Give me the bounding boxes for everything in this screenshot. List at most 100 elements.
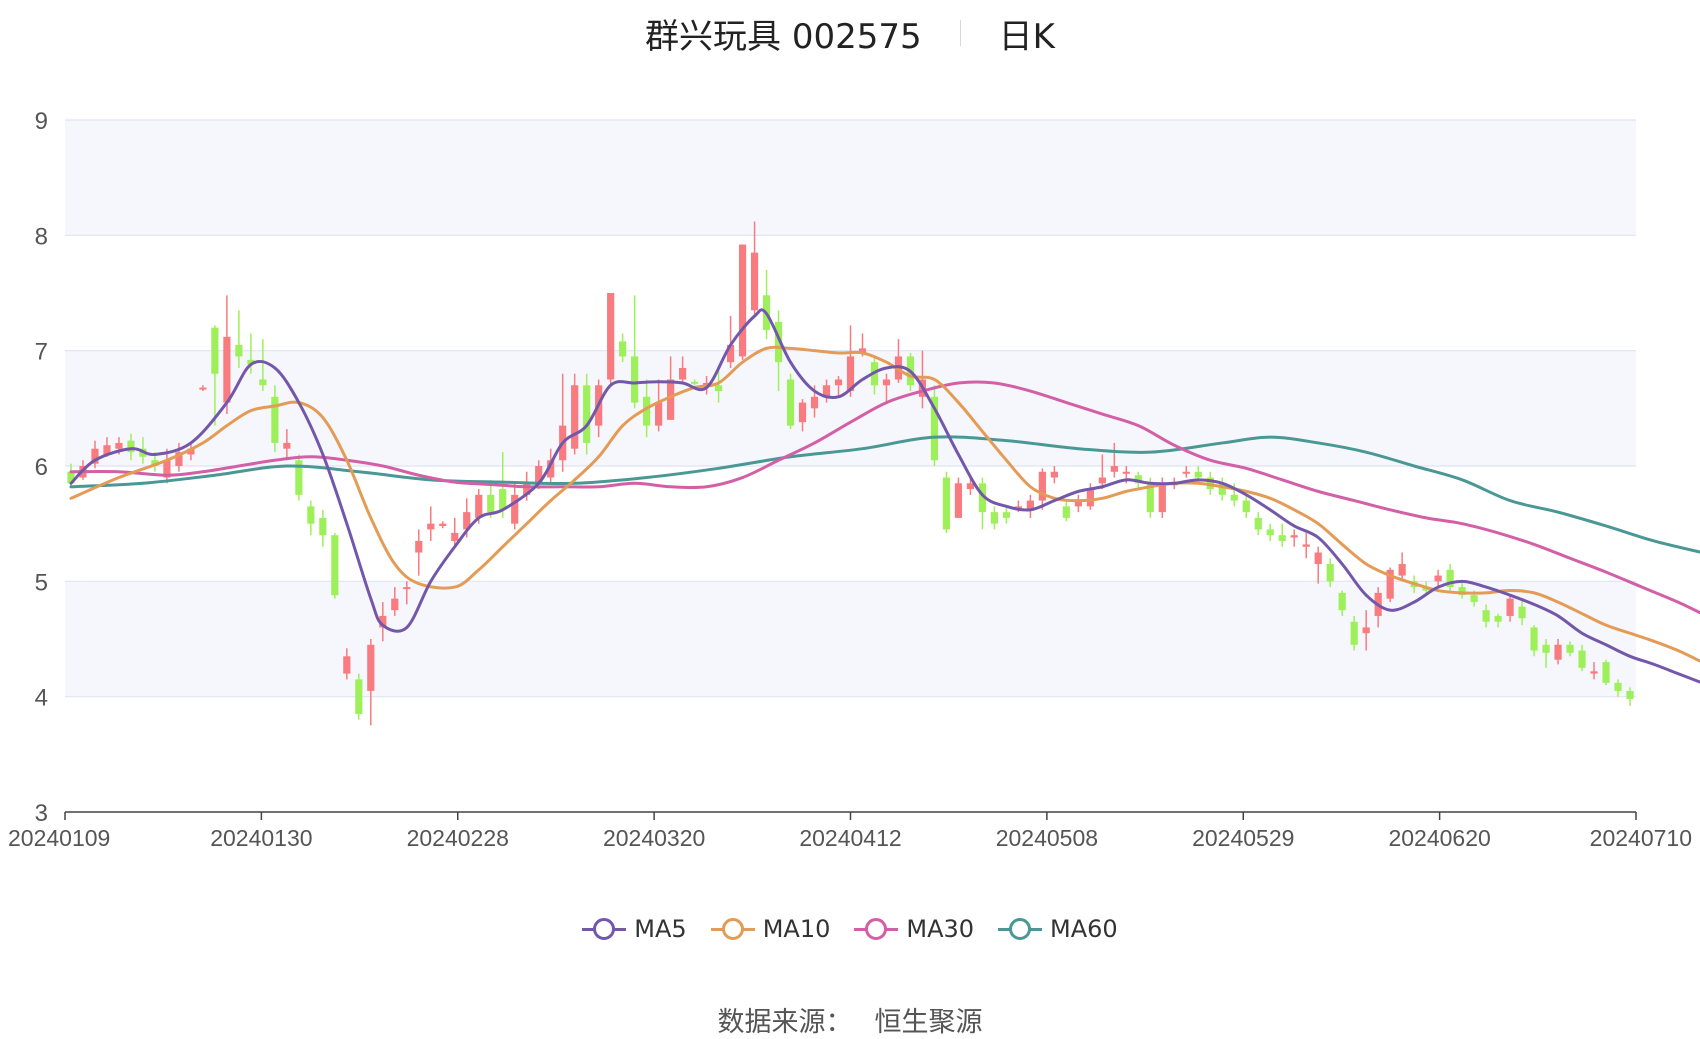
- legend-item-ma5[interactable]: MA5: [582, 915, 687, 943]
- candle-body: [187, 448, 195, 455]
- candle-body: [1590, 671, 1598, 674]
- candle-body: [679, 367, 687, 380]
- candle-body: [199, 387, 207, 390]
- candle-body: [930, 396, 939, 461]
- candle-up: [367, 639, 375, 726]
- candle-body: [774, 321, 783, 363]
- candle-body: [1326, 564, 1334, 582]
- candle-body: [487, 494, 495, 513]
- candle-down: [1278, 523, 1286, 547]
- candle-body: [834, 379, 843, 386]
- candle-body: [451, 532, 459, 541]
- candle-up: [223, 295, 231, 415]
- candle-up: [655, 379, 663, 432]
- candle-down: [259, 339, 267, 392]
- y-tick-label: 9: [35, 108, 48, 135]
- candle-body: [1158, 483, 1166, 513]
- candle-up: [451, 517, 459, 547]
- legend-item-ma60[interactable]: MA60: [998, 915, 1118, 943]
- candle-body: [1542, 644, 1550, 653]
- x-tick-label: 20240529: [1192, 825, 1294, 851]
- x-tick-label: 20240130: [210, 825, 312, 851]
- legend-label: MA60: [1050, 915, 1118, 943]
- candle-down: [1530, 625, 1538, 657]
- candle-body: [115, 442, 123, 449]
- candle-body: [427, 523, 435, 530]
- candle-body: [547, 460, 555, 478]
- candle-down: [1566, 641, 1574, 657]
- candle-down: [942, 471, 951, 533]
- source-value: 恒生聚源: [874, 1007, 983, 1038]
- candle-up: [1386, 567, 1394, 603]
- candle-up: [726, 316, 735, 368]
- candle-up: [738, 244, 747, 360]
- candle-body: [319, 517, 327, 536]
- legend-item-ma10[interactable]: MA10: [710, 915, 830, 943]
- candle-down: [1614, 679, 1622, 697]
- candle-up: [822, 379, 831, 403]
- source-label: 数据来源：: [717, 1007, 853, 1038]
- candle-body: [1086, 489, 1094, 507]
- candle-body: [786, 379, 795, 426]
- candle-down: [631, 295, 639, 409]
- candle-body: [1146, 483, 1154, 513]
- candle-body: [1434, 575, 1442, 582]
- candle-body: [1350, 621, 1358, 645]
- candle-body: [1026, 500, 1034, 510]
- candle-down: [714, 367, 723, 403]
- candle-up: [679, 356, 687, 383]
- y-tick-label: 3: [35, 800, 48, 827]
- candle-down: [1518, 598, 1526, 626]
- candle-down: [1482, 604, 1490, 628]
- candle-body: [583, 385, 591, 443]
- candle-body: [295, 460, 303, 495]
- candle-body: [822, 385, 831, 397]
- candle-down: [774, 310, 783, 392]
- candle-body: [67, 471, 75, 484]
- candle-up: [379, 602, 387, 642]
- candle-up: [1026, 494, 1034, 518]
- candle-body: [846, 356, 855, 392]
- candle-body: [499, 489, 507, 510]
- candle-body: [175, 452, 183, 466]
- candle-up: [1314, 546, 1322, 584]
- candle-up: [427, 506, 435, 541]
- candle-down: [1326, 558, 1334, 588]
- candle-up: [1362, 610, 1370, 651]
- y-tick-label: 5: [35, 569, 48, 596]
- y-axis: 3 4 5 6 7 8 9: [35, 108, 48, 827]
- candle-up: [894, 339, 903, 383]
- candle-up: [1050, 466, 1058, 484]
- candle-body: [738, 244, 747, 357]
- x-tick-label: 20240320: [603, 825, 705, 851]
- candle-down: [583, 373, 591, 455]
- candle-body: [1050, 471, 1058, 478]
- candle-body: [1578, 650, 1586, 668]
- candle-down: [978, 477, 987, 530]
- period-label: 日K: [998, 16, 1055, 57]
- candle-body: [1038, 471, 1046, 501]
- ma60-line: [69, 435, 1700, 554]
- candle-up: [1554, 639, 1562, 665]
- candle-body: [858, 348, 867, 353]
- candle-body: [535, 466, 543, 484]
- candle-body: [271, 396, 279, 443]
- x-axis: 20240109 20240130 20240228 20240320 20240412…: [8, 811, 1692, 851]
- candle-body: [1134, 475, 1142, 484]
- candle-body: [391, 598, 399, 611]
- candle-body: [1218, 483, 1226, 495]
- candle-body: [367, 644, 375, 691]
- x-tick-label: 20240620: [1388, 825, 1490, 851]
- moving-average-lines: [69, 308, 1700, 684]
- candle-body: [211, 327, 219, 374]
- candlestick-chart: 3 4 5 6 7 8 9 20240109 20240130 20240228 20240320…: [8, 108, 1700, 851]
- candle-up: [391, 587, 399, 616]
- ma5-line: [69, 308, 1700, 684]
- candle-body: [403, 587, 411, 590]
- candle-down: [930, 385, 939, 466]
- candle-body: [379, 615, 387, 628]
- candle-body: [571, 385, 579, 449]
- legend-item-ma30[interactable]: MA30: [854, 915, 974, 943]
- candle-body: [1602, 662, 1610, 683]
- candle-down: [331, 532, 339, 599]
